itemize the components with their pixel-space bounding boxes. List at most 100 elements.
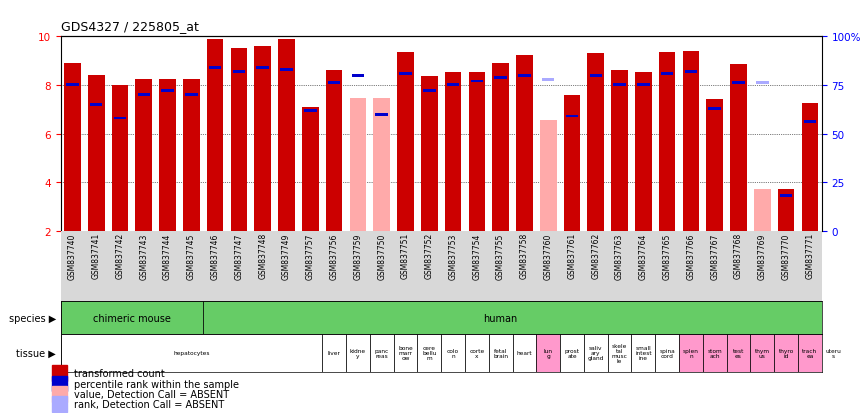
- Text: GSM837749: GSM837749: [282, 233, 291, 279]
- Bar: [754, 190, 771, 231]
- Bar: [542, 78, 554, 81]
- Bar: [780, 195, 792, 198]
- Bar: [679, 335, 703, 372]
- Bar: [756, 82, 768, 85]
- Bar: [447, 84, 459, 87]
- Text: value, Detection Call = ABSENT: value, Detection Call = ABSENT: [74, 389, 229, 399]
- Text: GSM837770: GSM837770: [782, 233, 791, 279]
- Bar: [540, 121, 556, 231]
- Text: kidne
y: kidne y: [349, 348, 366, 358]
- Text: heart: heart: [516, 351, 532, 356]
- Text: GSM837760: GSM837760: [544, 233, 553, 279]
- Bar: [326, 71, 343, 231]
- Text: GSM837757: GSM837757: [306, 233, 315, 279]
- Bar: [566, 115, 578, 118]
- Bar: [207, 40, 223, 231]
- Text: tissue ▶: tissue ▶: [16, 348, 56, 358]
- Bar: [635, 72, 651, 231]
- Text: GSM837761: GSM837761: [567, 233, 576, 279]
- Bar: [394, 335, 418, 372]
- Bar: [52, 386, 67, 402]
- Bar: [661, 73, 673, 76]
- Bar: [231, 49, 247, 231]
- Text: trach
ea: trach ea: [803, 348, 817, 358]
- Text: GSM837744: GSM837744: [163, 233, 172, 279]
- Bar: [707, 100, 723, 231]
- Text: stom
ach: stom ach: [708, 348, 722, 358]
- Bar: [52, 376, 67, 392]
- Bar: [352, 74, 364, 78]
- Text: thym
us: thym us: [755, 348, 770, 358]
- Text: GSM837759: GSM837759: [354, 233, 362, 279]
- Text: uteru
s: uteru s: [826, 348, 842, 358]
- Bar: [374, 99, 390, 231]
- Bar: [727, 335, 751, 372]
- Bar: [445, 72, 461, 231]
- Text: GSM837754: GSM837754: [472, 233, 481, 279]
- Text: GSM837756: GSM837756: [330, 233, 338, 279]
- Text: GSM837763: GSM837763: [615, 233, 624, 279]
- Text: species ▶: species ▶: [9, 313, 56, 323]
- Bar: [203, 301, 822, 335]
- Bar: [159, 80, 176, 231]
- Bar: [802, 104, 818, 231]
- Text: GSM837764: GSM837764: [639, 233, 648, 279]
- Bar: [822, 335, 846, 372]
- Bar: [708, 107, 721, 110]
- Text: GSM837747: GSM837747: [234, 233, 243, 279]
- Text: GSM837755: GSM837755: [497, 233, 505, 279]
- Bar: [400, 73, 412, 76]
- Bar: [751, 335, 774, 372]
- Text: percentile rank within the sample: percentile rank within the sample: [74, 379, 240, 389]
- Text: GSM837752: GSM837752: [425, 233, 433, 279]
- Bar: [61, 301, 203, 335]
- Text: GSM837767: GSM837767: [710, 233, 719, 279]
- Text: GSM837746: GSM837746: [211, 233, 220, 279]
- Bar: [209, 67, 221, 70]
- Text: prost
ate: prost ate: [565, 348, 580, 358]
- Text: GSM837748: GSM837748: [259, 233, 267, 279]
- Text: transformed count: transformed count: [74, 368, 165, 378]
- Bar: [370, 335, 394, 372]
- Bar: [162, 90, 174, 93]
- Bar: [561, 335, 584, 372]
- Text: bone
marr
ow: bone marr ow: [398, 346, 413, 361]
- Bar: [304, 109, 317, 112]
- Bar: [233, 71, 245, 74]
- Text: GSM837743: GSM837743: [139, 233, 148, 279]
- Bar: [254, 47, 271, 231]
- Bar: [465, 335, 489, 372]
- Bar: [469, 72, 485, 231]
- Text: colo
n: colo n: [447, 348, 459, 358]
- Bar: [518, 74, 530, 78]
- Bar: [492, 64, 509, 231]
- Text: thyro
id: thyro id: [778, 348, 794, 358]
- Bar: [418, 335, 441, 372]
- Text: lun
g: lun g: [544, 348, 553, 358]
- Text: fetal
brain: fetal brain: [493, 348, 508, 358]
- Text: panc
reas: panc reas: [375, 348, 388, 358]
- Text: GSM837771: GSM837771: [805, 233, 814, 279]
- Bar: [114, 117, 126, 120]
- Text: GSM837745: GSM837745: [187, 233, 195, 279]
- Bar: [88, 76, 105, 231]
- Text: liver: liver: [328, 351, 341, 356]
- Bar: [631, 335, 656, 372]
- Bar: [638, 84, 650, 87]
- Text: test
es: test es: [733, 348, 744, 358]
- Text: GSM837768: GSM837768: [734, 233, 743, 279]
- Bar: [516, 55, 533, 231]
- Text: human: human: [484, 313, 518, 323]
- Bar: [423, 90, 435, 93]
- Bar: [183, 80, 200, 231]
- Bar: [730, 65, 746, 231]
- Text: GSM837750: GSM837750: [377, 233, 386, 279]
- Text: corte
x: corte x: [469, 348, 484, 358]
- Text: GSM837766: GSM837766: [687, 233, 695, 279]
- Bar: [798, 335, 822, 372]
- Bar: [64, 64, 80, 231]
- Bar: [489, 335, 513, 372]
- Bar: [375, 113, 388, 116]
- Text: GSM837740: GSM837740: [68, 233, 77, 279]
- Text: GSM837765: GSM837765: [663, 233, 671, 279]
